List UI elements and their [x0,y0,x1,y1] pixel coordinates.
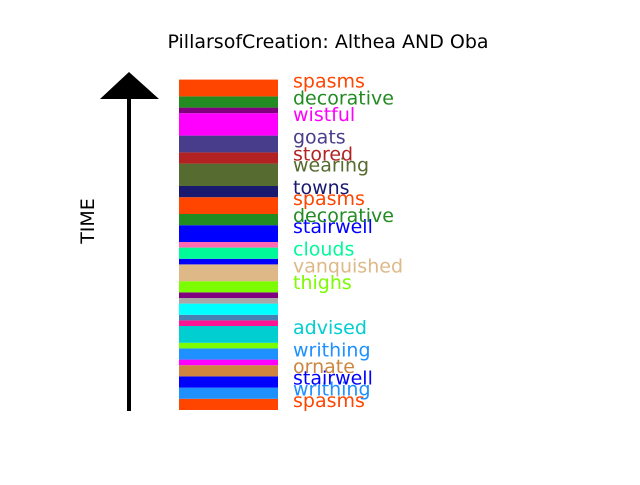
segment-label: writhing [293,339,371,361]
timeline-segment [179,163,278,186]
timeline-segment [179,264,278,282]
segment-label: writhing [293,379,371,401]
timeline-segment [179,258,278,265]
segment-label: clouds [293,239,354,261]
timeline-segment [179,113,278,136]
timeline-segment [179,107,278,114]
segment-label: towns [293,177,350,199]
segment-label: stairwell [293,367,373,389]
timeline-segment [179,281,278,293]
timeline-segment [179,376,278,388]
segment-label: ornate [293,356,355,378]
segment-label: decorative [293,205,394,227]
timeline-segment [179,96,278,108]
timeline-segment [179,398,278,410]
timeline-segment [179,348,278,360]
segment-label: advised [293,317,367,339]
timeline-segment [179,247,278,259]
segment-label: stairwell [293,216,373,238]
segment-label: spasms [293,390,365,412]
timeline-segment [179,365,278,377]
timeline-segment [179,186,278,198]
timeline-segment [179,79,278,97]
y-axis-label: TIME [77,198,99,244]
timeline-segment [179,303,278,315]
segment-label: decorative [293,87,394,109]
timeline-segment [179,359,278,366]
segment-label: spasms [293,71,365,93]
chart-title: PillarsofCreation: Althea AND Oba [167,31,489,53]
segment-label: wistful [293,104,355,126]
timeline-segment [179,292,278,298]
segment-label: spasms [293,188,365,210]
segment-label: vanquished [293,255,403,277]
timeline-segment [179,320,278,326]
timeline-segment [179,314,278,321]
segment-label: goats [293,127,346,149]
time-arrow-icon [100,72,159,411]
timeline-segment [179,342,278,349]
timeline-segment [179,326,278,343]
timeline-segment [179,197,278,214]
segment-label: thighs [293,272,352,294]
timeline-segment [179,214,278,226]
timeline-segment [179,225,278,242]
timeline-segment [179,298,278,304]
timeline-segment [179,387,278,399]
timeline-segment [179,135,278,153]
segment-label: stored [293,143,353,165]
timeline-segment [179,152,278,164]
timeline-segment [179,242,278,248]
segment-label: wearing [293,155,369,177]
